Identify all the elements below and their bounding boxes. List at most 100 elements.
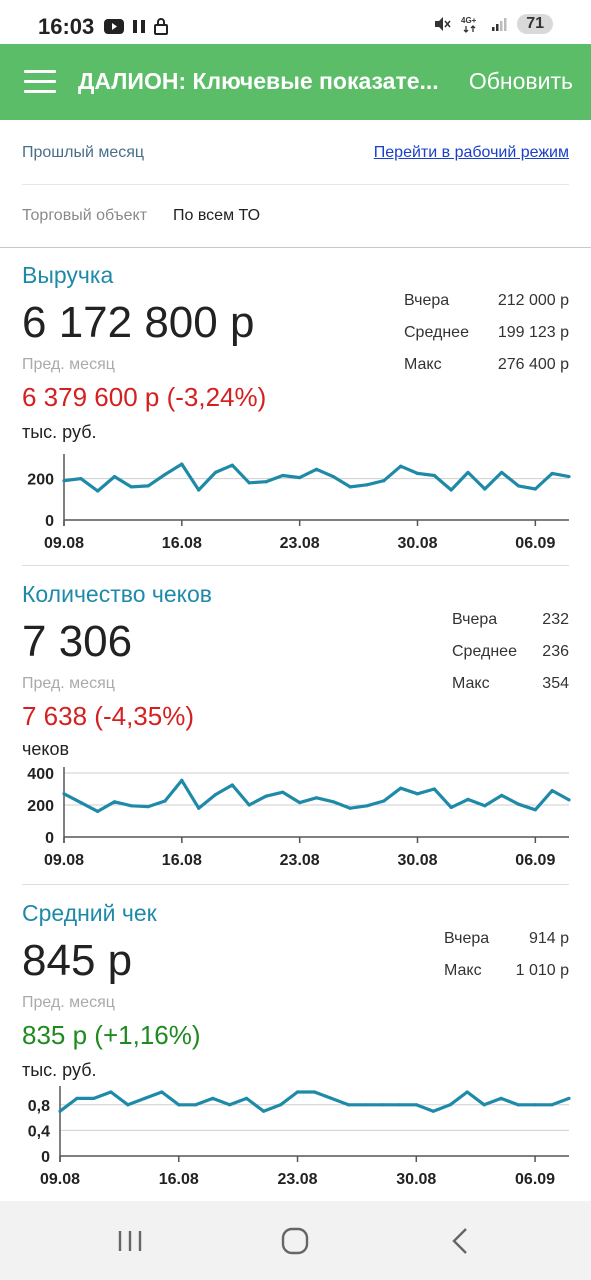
data-point bbox=[163, 472, 167, 477]
stat-row: Среднее 199 123 р bbox=[404, 324, 569, 356]
data-point bbox=[399, 464, 403, 468]
period-row: Прошлый месяц Перейти в рабочий режим bbox=[22, 120, 569, 185]
data-point bbox=[264, 480, 268, 484]
card-value: 7 306 bbox=[22, 617, 133, 666]
data-point bbox=[281, 790, 285, 794]
data-point bbox=[79, 477, 83, 481]
unit-label: чеков bbox=[22, 739, 70, 759]
data-point bbox=[146, 805, 150, 809]
object-value[interactable]: По всем ТО bbox=[173, 207, 261, 224]
x-tick-label: 16.08 bbox=[159, 1171, 199, 1188]
data-point bbox=[331, 474, 335, 479]
avg-check-card: Средний чек 845 р Пред. месяц 835 р (+1,… bbox=[0, 886, 591, 1201]
divider bbox=[22, 884, 569, 885]
data-point bbox=[264, 794, 268, 798]
stats-panel: Вчера 212 000 р Среднее 199 123 р Макс 276 … bbox=[404, 292, 569, 388]
stat-value: 276 400 р bbox=[497, 356, 569, 373]
data-point bbox=[92, 1096, 96, 1100]
stat-label: Макс bbox=[444, 962, 482, 979]
x-tick-label: 30.08 bbox=[396, 1171, 436, 1188]
data-point bbox=[466, 470, 470, 475]
period-selector[interactable]: Прошлый месяц bbox=[22, 144, 145, 161]
prev-value: 7 638 (-4,35%) bbox=[22, 701, 194, 731]
menu-icon[interactable] bbox=[24, 70, 56, 94]
y-tick-label: 0,8 bbox=[28, 1098, 50, 1115]
data-point bbox=[211, 1096, 215, 1100]
data-point bbox=[129, 804, 133, 808]
stat-value: 1 010 р bbox=[515, 962, 569, 979]
x-tick-label: 16.08 bbox=[162, 852, 202, 869]
data-point bbox=[96, 489, 100, 493]
stat-label: Среднее bbox=[404, 324, 469, 341]
data-point bbox=[62, 792, 66, 796]
x-tick-label: 16.08 bbox=[162, 535, 202, 552]
stats-panel: Вчера 232 Среднее 236 Макс 354 bbox=[452, 611, 569, 707]
data-point bbox=[365, 483, 369, 487]
data-point bbox=[533, 808, 537, 812]
data-point bbox=[79, 801, 83, 805]
data-point bbox=[567, 798, 571, 802]
stat-value: 232 bbox=[542, 611, 569, 628]
data-point bbox=[415, 792, 420, 796]
refresh-button[interactable]: Обновить bbox=[468, 68, 573, 94]
data-point bbox=[550, 789, 554, 793]
data-point bbox=[213, 470, 218, 475]
data-point bbox=[245, 1096, 249, 1100]
stat-row: Среднее 236 bbox=[452, 643, 569, 675]
x-tick-label: 23.08 bbox=[280, 852, 320, 869]
data-point bbox=[516, 1103, 520, 1107]
y-tick-label: 0,4 bbox=[28, 1123, 50, 1140]
data-point bbox=[567, 1096, 571, 1100]
recent-apps-icon[interactable] bbox=[110, 1223, 150, 1259]
stat-value: 914 р bbox=[528, 930, 569, 947]
signal-icon bbox=[492, 18, 507, 31]
data-point bbox=[314, 796, 319, 800]
data-point bbox=[516, 484, 521, 488]
data-point bbox=[432, 473, 436, 478]
data-point bbox=[163, 799, 167, 803]
home-icon[interactable] bbox=[275, 1223, 315, 1259]
prev-label: Пред. месяц bbox=[22, 994, 115, 1011]
data-point bbox=[180, 778, 184, 782]
data-point bbox=[449, 805, 453, 809]
data-point bbox=[177, 1103, 181, 1107]
stat-row: Макс 354 bbox=[452, 675, 569, 707]
data-point bbox=[112, 800, 117, 804]
data-point bbox=[499, 1096, 503, 1100]
x-tick-label: 23.08 bbox=[278, 1171, 318, 1188]
data-point bbox=[414, 1103, 418, 1107]
revenue-chart: 0 200 09.08 16.08 23.08 30.08 06.09 bbox=[27, 454, 571, 552]
stat-label: Вчера bbox=[404, 292, 450, 309]
work-mode-link[interactable]: Перейти в рабочий режим bbox=[373, 144, 569, 161]
data-point bbox=[247, 481, 251, 485]
system-nav-bar bbox=[0, 1201, 591, 1280]
data-point bbox=[482, 1103, 486, 1107]
lock-icon bbox=[154, 18, 168, 35]
data-point bbox=[382, 799, 386, 803]
status-time: 16:03 bbox=[38, 14, 95, 39]
data-point bbox=[500, 793, 504, 797]
stat-row: Макс 1 010 р bbox=[444, 962, 569, 994]
x-tick-label: 06.09 bbox=[515, 535, 555, 552]
data-point bbox=[465, 1090, 469, 1094]
unit-label: тыс. руб. bbox=[22, 1060, 97, 1080]
data-point bbox=[213, 793, 218, 797]
series-line bbox=[63, 778, 570, 814]
stat-value: 212 000 р bbox=[497, 292, 569, 309]
prev-value: 835 р (+1,16%) bbox=[22, 1020, 201, 1050]
data-point bbox=[483, 487, 487, 491]
data-point bbox=[109, 1090, 113, 1094]
back-icon[interactable] bbox=[442, 1223, 482, 1259]
data-point bbox=[363, 1103, 367, 1107]
y-tick-label: 0 bbox=[45, 830, 54, 847]
app-bar: ДАЛИОН: Ключевые показате... Обновить bbox=[0, 44, 591, 120]
prev-value: 6 379 600 р (-3,24%) bbox=[22, 382, 267, 412]
data-point bbox=[180, 462, 184, 466]
object-row[interactable]: Торговый объект По всем ТО bbox=[22, 185, 569, 247]
data-point bbox=[62, 479, 66, 483]
data-point bbox=[331, 800, 335, 804]
data-point bbox=[533, 1103, 537, 1107]
data-point bbox=[281, 473, 285, 478]
data-point bbox=[96, 809, 100, 813]
data-point bbox=[112, 474, 117, 479]
